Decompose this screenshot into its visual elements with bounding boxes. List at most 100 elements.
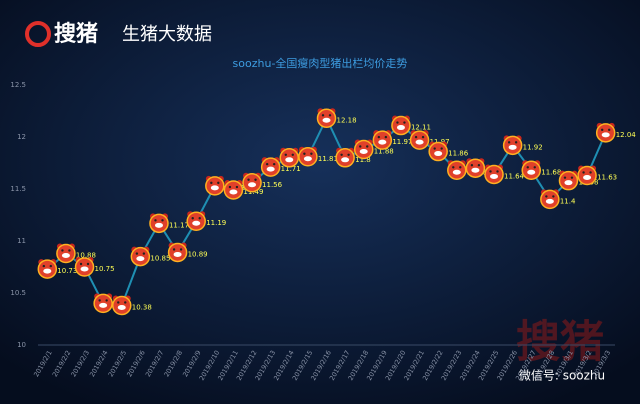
y-tick-label: 10 [17,341,26,349]
value-label: 12.11 [411,124,431,132]
pig-snout [341,157,350,163]
pig-eye [384,135,388,139]
pig-eye [589,171,592,174]
value-label: 11.81 [318,155,338,163]
value-label: 11.8 [355,156,371,164]
pig-snout [248,182,257,188]
logo-text: 搜猪 [54,21,98,47]
pig-snout [210,185,219,191]
value-label: 10.38 [132,303,152,311]
pig-snout [508,144,517,150]
pig-eye [235,185,239,189]
pig-marker [372,130,393,150]
pig-marker [577,165,597,186]
pig-marker [112,295,132,316]
pig-marker [465,158,486,178]
pig-eye [403,121,406,124]
pig-eye [98,299,101,302]
pig-eye [210,181,213,185]
pig-marker [130,246,151,267]
pig-eye [86,262,90,266]
y-tick-label: 10.5 [10,289,26,297]
pig-eye [514,141,518,144]
pig-eye [321,114,325,117]
pig-snout [490,173,499,179]
value-label: 12.18 [337,116,357,124]
pig-eye [117,301,120,304]
y-tick-label: 12.5 [10,81,26,89]
pig-eye [477,164,481,167]
pig-snout [527,169,536,175]
pig-eye [135,252,139,255]
pig-eye [526,166,529,169]
pig-marker [484,164,504,185]
pig-eye [489,170,492,173]
pig-marker [595,122,616,143]
pig-snout [99,302,108,308]
value-label: 11.56 [262,181,283,189]
pig-marker [260,157,281,177]
pig-marker [242,172,262,193]
value-label: 11.97 [392,138,412,146]
pig-marker [167,242,188,263]
pig-eye [172,248,176,251]
pig-marker [205,175,225,196]
pig-marker [391,115,411,136]
pig-eye [582,171,585,174]
pig-marker [93,293,113,314]
pig-snout [192,220,201,226]
pig-eye [496,170,499,173]
value-label: 10.73 [57,267,77,275]
pig-eye [161,219,164,222]
pig-marker [149,213,169,234]
pig-eye [570,176,574,179]
pig-marker [298,146,318,167]
pig-eye [396,121,399,124]
pig-eye [191,217,194,220]
pig-eye [124,301,127,304]
pig-eye [310,152,313,155]
pig-marker [540,189,560,210]
pig-eye [452,166,455,169]
pig-eye [254,178,257,181]
pig-eye [563,176,567,179]
pig-eye [284,153,287,156]
pig-snout [61,252,70,258]
value-label: 11.19 [206,219,226,227]
pig-eye [340,153,343,156]
pig-snout [173,251,182,257]
pig-eye [154,219,157,222]
pig-snout [471,167,480,173]
pig-snout [601,132,610,138]
pig-marker [335,147,355,168]
pig-eye [68,249,71,252]
pig-marker [186,211,206,231]
pig-marker [447,160,467,181]
pig-snout [452,169,461,175]
pig-eye [421,135,425,139]
y-tick-label: 11 [17,237,26,245]
pig-eye [440,147,443,150]
pig-eye [79,262,83,266]
pig-marker [223,180,244,200]
pig-eye [366,145,369,148]
pig-eye [433,147,436,150]
value-label: 11.86 [448,150,469,158]
pig-snout [266,166,275,172]
pig-snout [378,139,387,145]
pig-marker [74,257,95,277]
pig-eye [272,162,276,166]
pig-snout [229,189,238,195]
pig-eye [607,128,611,132]
pig-marker [279,147,300,168]
pig-eye [291,153,294,156]
pig-snout [154,222,163,228]
pig-marker [558,170,579,191]
pig-marker [409,130,430,150]
pig-eye [328,114,332,117]
pig-snout [564,180,573,186]
logo-icon [25,21,51,47]
pig-snout [136,256,145,262]
pig-snout [43,268,52,274]
